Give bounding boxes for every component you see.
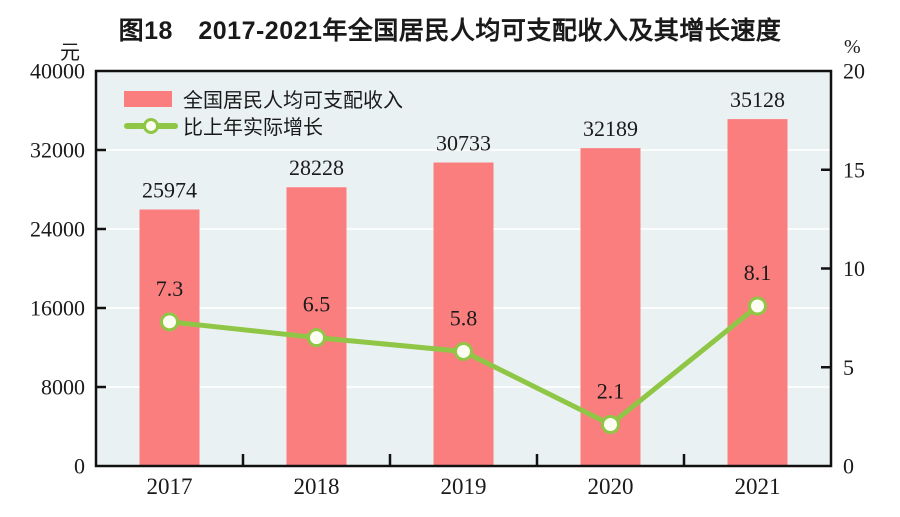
right-axis-unit: %	[844, 36, 861, 58]
income-bar-2018	[286, 187, 347, 466]
bar-value-label: 28228	[289, 155, 344, 180]
legend-line-marker-icon	[143, 117, 159, 134]
growth-value-label: 2.1	[597, 379, 625, 404]
legend-bar-swatch-icon	[124, 90, 172, 107]
growth-value-label: 8.1	[744, 260, 772, 285]
right-axis-tick-label: 15	[843, 157, 865, 182]
bar-value-label: 32189	[583, 116, 638, 141]
left-axis-tick-label: 32000	[30, 138, 85, 163]
legend-item-income: 全国居民人均可支配收入	[124, 86, 403, 112]
legend-income-label: 全国居民人均可支配收入	[183, 90, 403, 112]
x-axis-year-label: 2020	[588, 474, 634, 499]
left-axis-tick-label: 8000	[41, 375, 85, 400]
left-axis-tick-label: 0	[74, 454, 85, 479]
left-axis-tick-label: 24000	[30, 217, 85, 242]
chart-legend: 全国居民人均可支配收入 比上年实际增长	[124, 86, 403, 139]
chart-title: 图18 2017-2021年全国居民人均可支配收入及其增长速度	[118, 17, 782, 45]
legend-line-swatch-icon	[124, 117, 178, 134]
right-axis-tick-label: 20	[843, 59, 865, 84]
x-axis-year-label: 2017	[147, 474, 193, 499]
income-bar-2021	[727, 119, 788, 467]
growth-value-label: 5.8	[450, 305, 478, 330]
x-axis-year-label: 2021	[735, 474, 781, 499]
growth-marker-2018	[307, 328, 326, 348]
growth-value-label: 7.3	[156, 276, 184, 301]
left-axis-unit: 元	[60, 42, 80, 64]
growth-marker-2019	[454, 341, 473, 361]
bar-value-label: 30733	[436, 131, 491, 156]
growth-value-label: 6.5	[303, 292, 331, 317]
right-axis-tick-label: 5	[843, 355, 854, 380]
legend-growth-label: 比上年实际增长	[183, 117, 323, 139]
income-bar-2019	[433, 162, 494, 466]
left-axis-tick-label: 40000	[30, 59, 85, 84]
bar-value-label: 25974	[142, 178, 197, 203]
right-axis-tick-label: 0	[843, 454, 854, 479]
x-axis-year-label: 2019	[441, 474, 487, 499]
legend-item-growth: 比上年实际增长	[124, 113, 403, 139]
bar-value-label: 35128	[730, 87, 785, 112]
x-axis-year-label: 2018	[294, 474, 340, 499]
left-axis-tick-label: 16000	[30, 296, 85, 321]
right-axis-tick-label: 10	[843, 256, 865, 281]
growth-marker-2021	[748, 296, 767, 316]
growth-marker-2020	[601, 415, 620, 435]
income-bar-2017	[139, 209, 200, 466]
growth-marker-2017	[160, 312, 179, 332]
